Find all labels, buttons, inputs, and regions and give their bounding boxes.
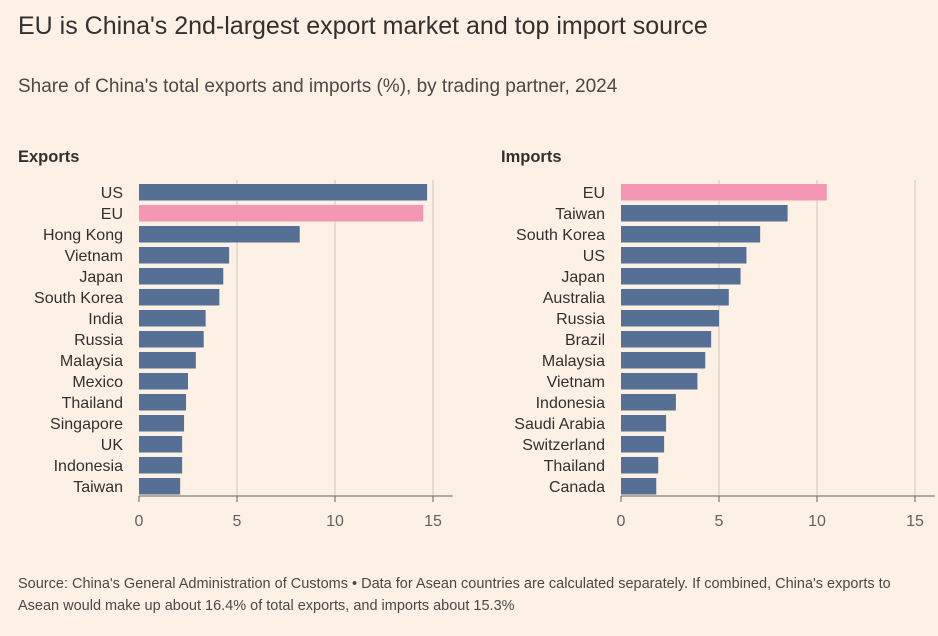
category-label-exports: Russia bbox=[74, 332, 123, 349]
category-label-exports: US bbox=[101, 185, 123, 202]
category-label-exports: Malaysia bbox=[60, 353, 123, 370]
tick-label-imports: 15 bbox=[906, 513, 924, 530]
tick-label-exports: 0 bbox=[135, 513, 144, 530]
tick-label-imports: 0 bbox=[617, 513, 626, 530]
category-label-exports: India bbox=[88, 311, 123, 328]
category-label-exports: South Korea bbox=[34, 290, 123, 307]
category-label-exports: Vietnam bbox=[65, 248, 123, 265]
source-note: Source: China's General Administration o… bbox=[18, 576, 891, 614]
category-label-imports: Indonesia bbox=[536, 395, 605, 412]
bar-imports bbox=[621, 289, 729, 306]
category-label-imports: EU bbox=[583, 185, 605, 202]
category-label-exports: Indonesia bbox=[54, 458, 123, 475]
category-label-exports: Singapore bbox=[50, 416, 123, 433]
category-label-imports: Japan bbox=[561, 269, 605, 286]
chart-subtitle: Share of China's total exports and impor… bbox=[18, 76, 618, 97]
panel-title-exports: Exports bbox=[18, 148, 79, 166]
bar-exports bbox=[139, 289, 220, 306]
bar-imports bbox=[621, 205, 788, 222]
bar-exports bbox=[139, 415, 185, 432]
bar-imports bbox=[621, 310, 719, 327]
bar-imports bbox=[621, 352, 706, 369]
category-label-imports: Vietnam bbox=[547, 374, 605, 391]
chart-area: Exports US EU Hong Kong Vietnam Japan South Ko… bbox=[18, 148, 935, 530]
bar-exports bbox=[139, 310, 206, 327]
bar-exports bbox=[139, 226, 300, 243]
bar-imports bbox=[621, 331, 712, 348]
tick-label-imports: 5 bbox=[715, 513, 724, 530]
category-label-exports: Taiwan bbox=[73, 479, 123, 496]
bar-exports bbox=[139, 373, 188, 390]
category-label-imports: Thailand bbox=[544, 458, 605, 475]
category-label-exports: UK bbox=[101, 437, 124, 454]
bar-imports bbox=[621, 268, 741, 285]
category-label-imports: South Korea bbox=[516, 227, 605, 244]
bar-imports bbox=[621, 226, 761, 243]
bar-imports bbox=[621, 184, 827, 201]
bar-exports bbox=[139, 394, 187, 411]
category-label-exports: EU bbox=[101, 206, 123, 223]
category-label-imports: Saudi Arabia bbox=[514, 416, 605, 433]
tick-label-exports: 5 bbox=[233, 513, 242, 530]
bar-exports bbox=[139, 268, 224, 285]
bar-exports bbox=[139, 247, 230, 264]
category-label-imports: Australia bbox=[543, 290, 605, 307]
chart-title: EU is China's 2nd-largest export market … bbox=[18, 12, 708, 40]
category-label-exports: Thailand bbox=[62, 395, 123, 412]
category-label-exports: Hong Kong bbox=[43, 227, 123, 244]
bar-exports bbox=[139, 457, 183, 474]
tick-label-exports: 10 bbox=[326, 513, 344, 530]
bar-imports bbox=[621, 478, 657, 495]
bar-exports bbox=[139, 184, 428, 201]
category-label-imports: Canada bbox=[549, 479, 605, 496]
tick-label-imports: 10 bbox=[808, 513, 826, 530]
panel-title-imports: Imports bbox=[501, 148, 562, 166]
bar-exports bbox=[139, 478, 181, 495]
category-label-imports: Malaysia bbox=[542, 353, 605, 370]
bar-exports bbox=[139, 331, 204, 348]
category-label-imports: US bbox=[583, 248, 605, 265]
category-label-imports: Brazil bbox=[565, 332, 605, 349]
bar-imports bbox=[621, 394, 676, 411]
bar-imports bbox=[621, 457, 659, 474]
bar-exports bbox=[139, 436, 183, 453]
category-label-imports: Russia bbox=[556, 311, 605, 328]
category-label-imports: Switzerland bbox=[522, 437, 605, 454]
bar-imports bbox=[621, 373, 698, 390]
bar-imports bbox=[621, 436, 665, 453]
bar-imports bbox=[621, 415, 667, 432]
category-label-imports: Taiwan bbox=[555, 206, 605, 223]
bar-exports bbox=[139, 205, 424, 222]
category-label-exports: Japan bbox=[79, 269, 123, 286]
bar-exports bbox=[139, 352, 196, 369]
bar-imports bbox=[621, 247, 747, 264]
tick-label-exports: 15 bbox=[424, 513, 442, 530]
category-label-exports: Mexico bbox=[72, 374, 123, 391]
